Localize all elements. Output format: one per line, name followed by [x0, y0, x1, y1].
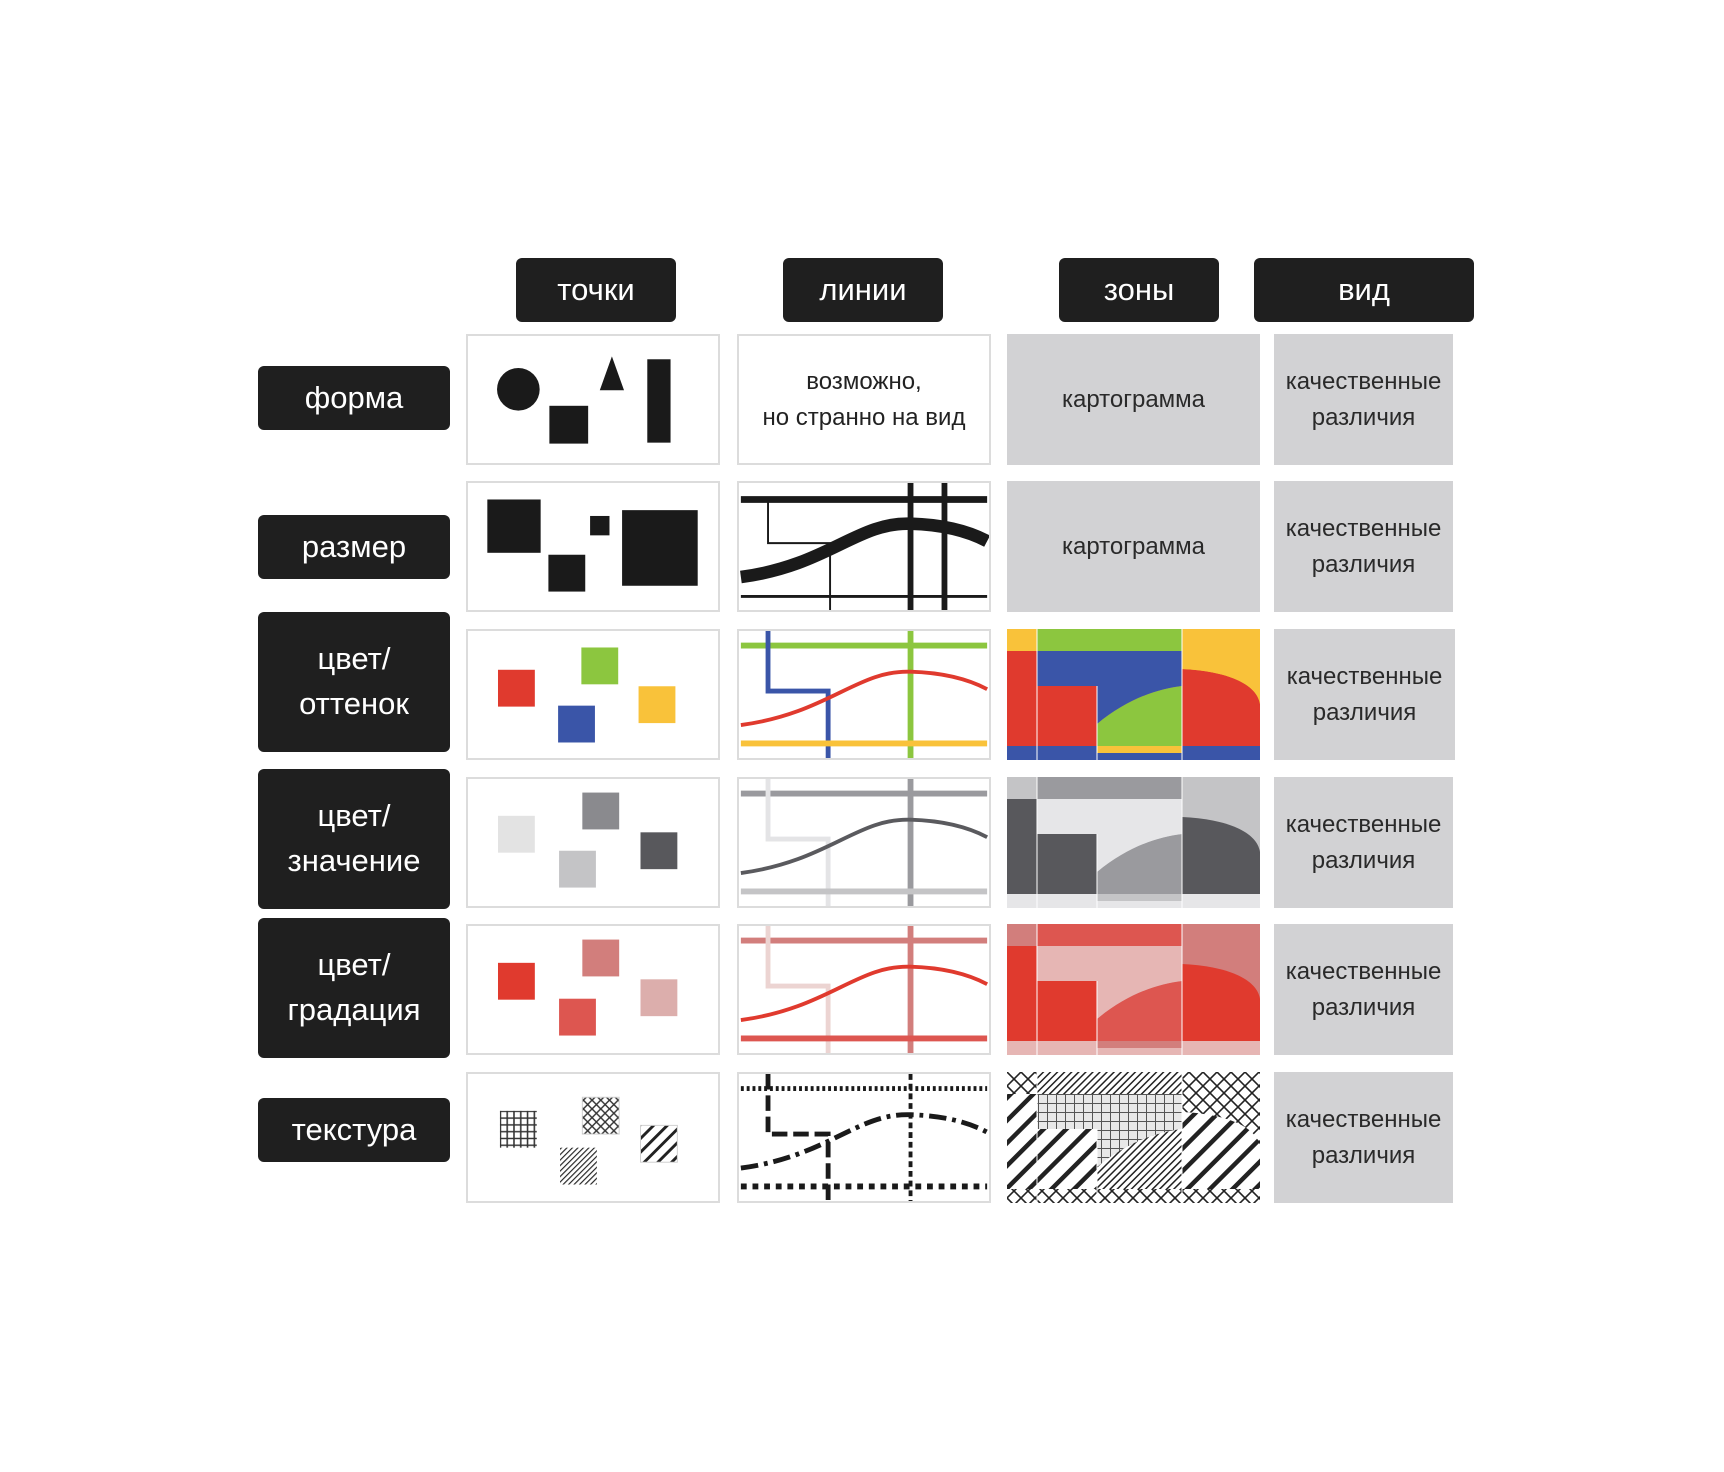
hue-points-graphic	[497, 647, 676, 743]
row-label-color-gradation: цвет/ градация	[258, 918, 450, 1058]
cell-texture-zones	[1007, 1072, 1260, 1203]
size-lines-graphic	[740, 483, 989, 610]
cell-size-lines	[737, 481, 991, 612]
row-label-color-value: цвет/ значение	[258, 769, 450, 909]
texture-zones-graphic	[1007, 1072, 1260, 1203]
cell-size-view: качественные различия	[1274, 481, 1453, 612]
qualitative-differences-label: качественные различия	[1285, 810, 1442, 874]
cell-texture-points	[466, 1072, 720, 1203]
cell-gradation-lines	[737, 924, 991, 1055]
cell-gradation-zones	[1007, 924, 1260, 1055]
cell-value-zones	[1007, 777, 1260, 908]
gradation-zones-graphic	[1007, 924, 1260, 1055]
cell-shape-zones: картограмма	[1007, 334, 1260, 465]
shape-points-graphic	[497, 356, 671, 444]
hue-zones-graphic	[1007, 629, 1260, 760]
cell-shape-lines: возможно, но странно на вид	[737, 334, 991, 465]
cell-hue-zones	[1007, 629, 1260, 760]
cell-hue-points	[466, 629, 720, 760]
row-label-size: размер	[258, 515, 450, 579]
cell-value-view: качественные различия	[1274, 777, 1453, 908]
value-zones-graphic	[1007, 777, 1260, 908]
qualitative-differences-label: качественные различия	[1285, 514, 1442, 578]
cell-texture-view: качественные различия	[1274, 1072, 1453, 1203]
cell-value-lines	[737, 777, 991, 908]
qualitative-differences-label: качественные различия	[1285, 1105, 1442, 1169]
column-header-points: точки	[516, 258, 676, 322]
lines-shape-note: возможно, но странно на вид	[762, 367, 966, 431]
qualitative-differences-label: качественные различия	[1285, 367, 1442, 431]
cell-gradation-points	[466, 924, 720, 1055]
column-header-zones: зоны	[1059, 258, 1219, 322]
cartogram-label: картограмма	[1061, 385, 1206, 413]
cell-texture-lines	[737, 1072, 991, 1203]
qualitative-differences-label: качественные различия	[1285, 957, 1442, 1021]
qualitative-differences-label: качественные различия	[1286, 662, 1443, 726]
column-header-view: вид	[1254, 258, 1474, 322]
value-points-graphic	[497, 792, 678, 888]
cell-gradation-view: качественные различия	[1274, 924, 1453, 1055]
gradation-points-graphic	[497, 939, 678, 1036]
row-label-texture: текстура	[258, 1098, 450, 1162]
texture-points-graphic	[499, 1096, 678, 1185]
hue-lines-graphic	[740, 631, 989, 758]
cell-value-points	[466, 777, 720, 908]
size-points-graphic	[487, 499, 698, 592]
cell-shape-view: качественные различия	[1274, 334, 1453, 465]
cell-hue-view: качественные различия	[1274, 629, 1455, 760]
cartogram-label: картограмма	[1061, 532, 1206, 560]
cell-size-zones: картограмма	[1007, 481, 1260, 612]
texture-lines-graphic	[740, 1074, 989, 1201]
row-label-shape: форма	[258, 366, 450, 430]
row-label-color-hue: цвет/ оттенок	[258, 612, 450, 752]
cell-hue-lines	[737, 629, 991, 760]
gradation-lines-graphic	[740, 926, 989, 1053]
value-lines-graphic	[740, 779, 989, 906]
cell-shape-points	[466, 334, 720, 465]
cell-size-points	[466, 481, 720, 612]
column-header-lines: линии	[783, 258, 943, 322]
